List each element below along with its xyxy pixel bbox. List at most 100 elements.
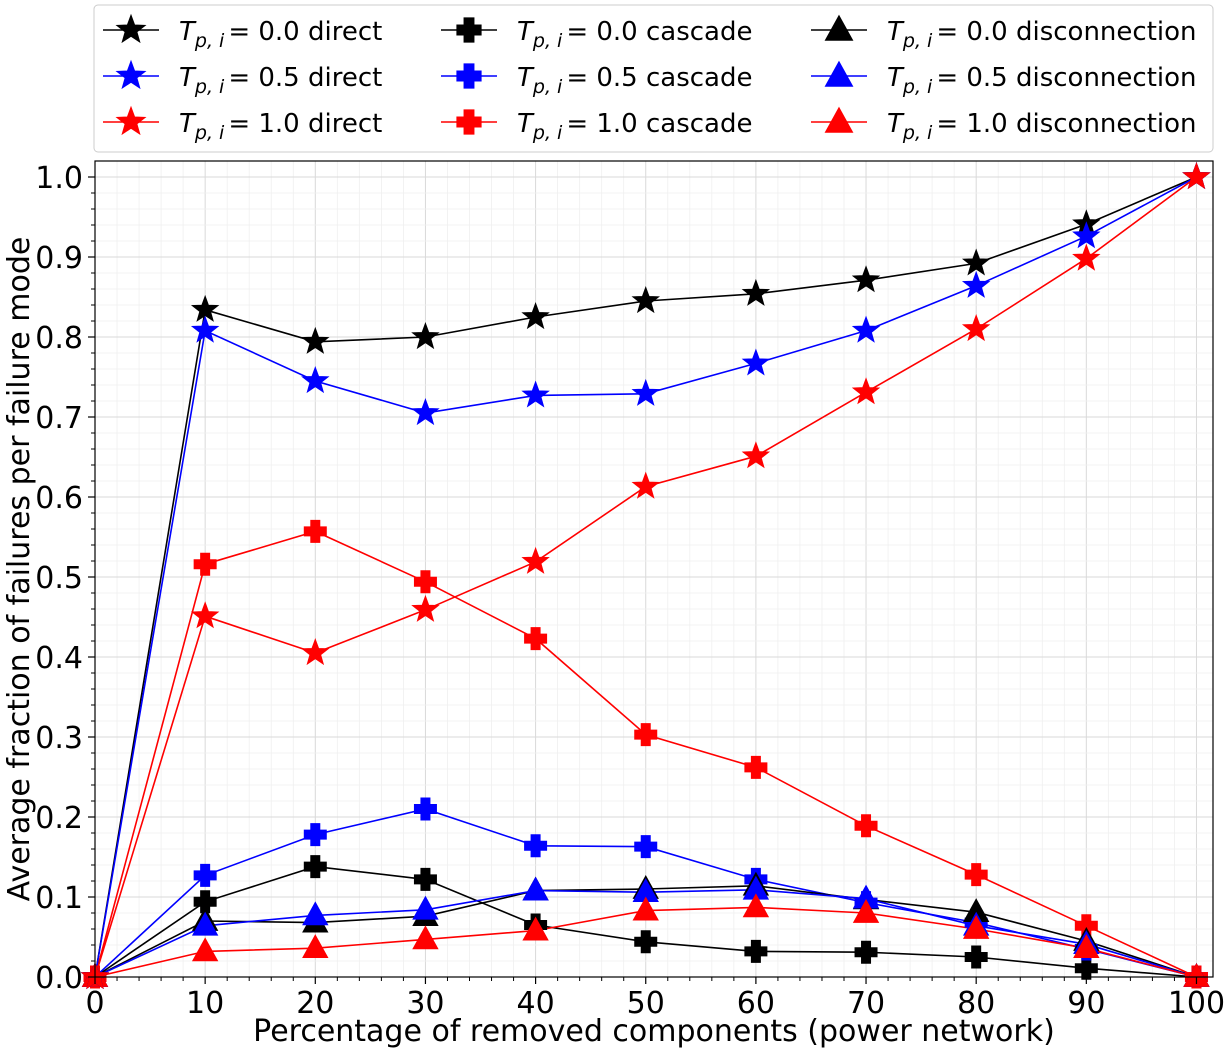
data-point	[1073, 934, 1100, 959]
y-axis-label: Average fraction of failures per failure…	[2, 237, 37, 902]
data-point	[191, 937, 219, 962]
data-point	[193, 552, 217, 576]
data-point	[302, 901, 329, 926]
legend: Tp, i = 0.0 direct Tp, i = 0.5 direct Tp, i =…	[93, 4, 1214, 153]
data-point	[744, 755, 768, 779]
data-point	[301, 366, 330, 394]
legend-item: Tp, i = 0.0 cascade	[441, 17, 752, 52]
x-tick-label: 60	[737, 986, 775, 1021]
x-tick-label: 70	[847, 986, 885, 1021]
legend-marker	[115, 59, 147, 90]
y-tick-label: 0.1	[35, 881, 83, 916]
data-point	[303, 823, 327, 847]
data-point	[413, 570, 437, 594]
data-point	[741, 348, 771, 376]
data-point	[413, 867, 437, 891]
grid-lines	[94, 160, 1213, 978]
data-point	[521, 546, 550, 574]
data-point	[742, 893, 770, 918]
data-point	[521, 380, 550, 408]
legend-marker	[824, 106, 854, 133]
data-point	[854, 940, 878, 964]
data-point	[193, 890, 217, 914]
y-tick-label: 0.9	[35, 241, 83, 276]
data-point	[524, 834, 548, 858]
legend-marker	[115, 105, 147, 136]
data-point	[744, 939, 768, 963]
legend-label: Tp, i = 0.0 direct	[179, 17, 382, 52]
legend-item: Tp, i = 1.0 direct	[103, 105, 382, 144]
y-tick-label: 0.8	[35, 321, 83, 356]
data-point	[524, 627, 548, 651]
data-point	[1072, 243, 1101, 271]
data-point	[632, 896, 659, 921]
x-tick-label: 10	[186, 986, 224, 1021]
plot-frame	[94, 160, 1214, 978]
data-point	[634, 723, 658, 747]
data-point	[964, 863, 988, 887]
data-point	[631, 471, 660, 499]
data-point	[190, 601, 220, 629]
axis-ticks: 0 10 20 30 40 50 60 70 80 90 100 0.0 0.1 0.2 0.3 0.4 0.5…	[35, 161, 1225, 1021]
data-point	[301, 326, 330, 354]
legend-marker	[456, 17, 482, 43]
legend-label: Tp, i = 1.0 disconnection	[887, 109, 1197, 144]
data-point	[411, 322, 440, 350]
data-point	[521, 302, 550, 330]
data-point	[412, 925, 439, 950]
data-point	[631, 286, 660, 314]
data-point	[190, 315, 220, 343]
legend-marker	[115, 13, 147, 44]
y-tick-label: 0.6	[35, 481, 83, 516]
data-point	[1074, 956, 1098, 980]
legend-item: Tp, i = 1.0 disconnection	[811, 106, 1197, 144]
x-tick-label: 30	[406, 986, 444, 1021]
legend-item: Tp, i = 0.0 direct	[103, 13, 382, 52]
data-point	[964, 945, 988, 969]
data-point	[190, 294, 220, 322]
data-point	[1183, 962, 1210, 987]
data-point	[852, 898, 880, 923]
x-tick-label: 20	[296, 986, 334, 1021]
data-point	[193, 863, 217, 887]
data-point	[634, 930, 658, 954]
y-tick-label: 0.0	[35, 961, 83, 996]
x-tick-label: 50	[627, 986, 665, 1021]
legend-marker	[824, 60, 854, 87]
data-point	[303, 519, 327, 543]
data-point	[851, 315, 881, 343]
data-point	[411, 594, 440, 622]
data-point	[301, 638, 330, 666]
data-point	[851, 265, 881, 293]
legend-marker	[456, 63, 482, 89]
x-tick-label: 90	[1067, 986, 1105, 1021]
legend-frame	[93, 4, 1214, 153]
data-point	[1072, 221, 1101, 249]
x-axis-label: Percentage of removed components (power …	[253, 1014, 1055, 1049]
legend-label: Tp, i = 0.0 cascade	[517, 17, 752, 52]
legend-label: Tp, i = 0.5 disconnection	[887, 63, 1197, 98]
legend-item: Tp, i = 0.5 disconnection	[811, 60, 1197, 98]
data-point	[303, 855, 327, 879]
legend-item: Tp, i = 1.0 cascade	[441, 109, 752, 144]
data-point	[631, 378, 660, 406]
x-tick-label: 0	[85, 986, 104, 1021]
data-point	[741, 278, 771, 306]
legend-marker	[456, 109, 482, 135]
data-point	[302, 934, 329, 959]
series-markers	[80, 162, 1211, 990]
data-point	[522, 916, 549, 941]
legend-label: Tp, i = 1.0 direct	[179, 109, 382, 144]
data-point	[961, 248, 991, 276]
data-point	[412, 895, 439, 920]
legend-label: Tp, i = 0.5 direct	[179, 63, 382, 98]
data-point	[961, 270, 991, 298]
data-point	[413, 797, 437, 821]
legend-label: Tp, i = 0.5 cascade	[517, 63, 752, 98]
x-tick-label: 40	[516, 986, 554, 1021]
data-point	[741, 441, 771, 469]
x-tick-label: 80	[957, 986, 995, 1021]
y-tick-label: 0.5	[35, 561, 83, 596]
x-tick-label: 100	[1168, 986, 1225, 1021]
